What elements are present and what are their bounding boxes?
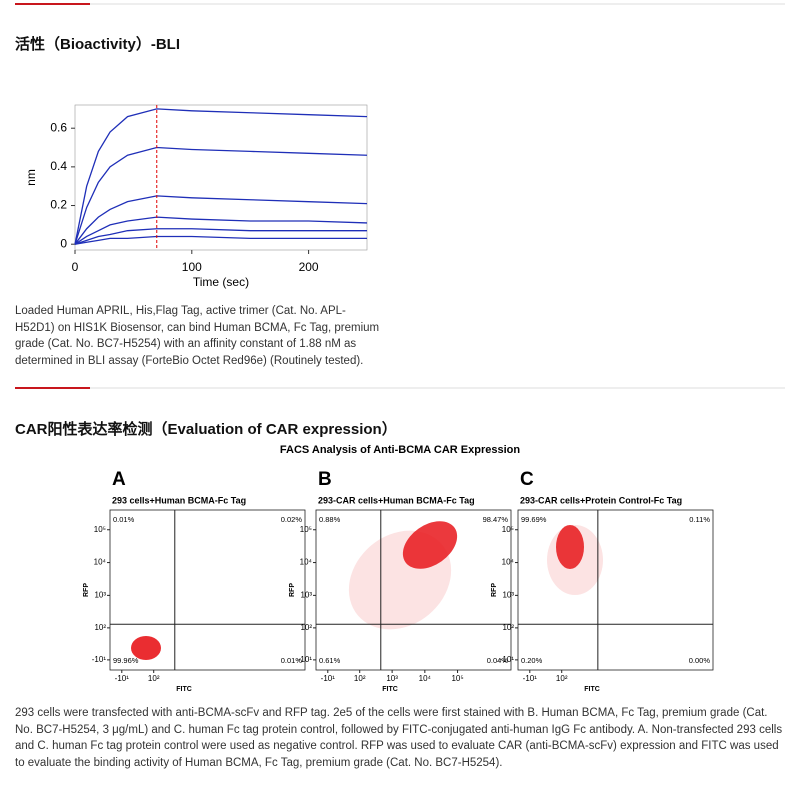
quadrant-percent: 0.11% [689,515,710,524]
plot-frame [315,509,512,671]
y-tick-label: 10⁴ [502,558,515,567]
quadrant-percent: 98.47% [483,515,509,524]
plot-frame [109,509,306,671]
y-tick-label: -10¹ [92,655,107,664]
cell-cloud [547,525,603,595]
quadrant-percent: 0.88% [319,515,341,524]
x-tick-label: 0 [72,260,79,274]
sensorgram-line [74,108,368,245]
y-tick-label: 0 [60,236,67,250]
sensorgram-line [74,146,368,245]
x-tick-label: 10⁵ [451,674,463,683]
x-axis-label: Time (sec) [193,275,249,289]
panel-title: 293 cells+Human BCMA-Fc Tag [112,495,246,505]
y-tick-label: 10² [94,623,106,632]
cell-cloud [402,521,458,569]
x-tick-label: -10¹ [523,674,538,683]
y-tick-label: 10² [300,623,312,632]
sensorgram-line [74,235,367,245]
x-tick-label: -10¹ [321,674,336,683]
y-tick-label: 10⁵ [502,525,514,534]
panel-title: 293-CAR cells+Protein Control-Fc Tag [520,495,682,505]
cell-cloud [131,636,161,660]
x-tick-label: 10² [354,674,366,683]
y-tick-label: 10⁴ [300,558,313,567]
plot-frame [517,509,714,671]
y-tick-label: 10³ [502,590,514,599]
x-tick-label: 10⁴ [419,674,432,683]
figure-title: FACS Analysis of Anti-BCMA CAR Expressio… [280,444,520,456]
x-tick-label: 10³ [386,674,398,683]
x-tick-label: -10¹ [115,674,130,683]
caption: 293 cells were transfected with anti-BCM… [15,707,783,769]
y-tick-label: 10³ [94,590,106,599]
caption: Loaded Human APRIL, His,Flag Tag, active… [15,305,380,367]
y-tick-label: 0.6 [50,120,67,134]
quadrant-percent: 0.01% [113,515,135,524]
panel-title: 293-CAR cells+Human BCMA-Fc Tag [318,495,475,505]
panel-letter: A [112,469,126,490]
quadrant-percent: 99.69% [521,515,547,524]
x-tick-label: 100 [182,260,202,274]
panel-letter: C [520,469,534,490]
y-tick-label: 10² [502,623,514,632]
x-tick-label: 10² [556,674,568,683]
y-axis-label: RFP [83,583,90,597]
x-axis-label: FITC [584,686,600,693]
quadrant-percent: 0.04% [487,656,509,665]
x-axis-label: FITC [176,686,192,693]
quadrant-percent: 0.01% [281,656,303,665]
y-tick-label: -10¹ [298,655,313,664]
y-axis-label: nm [24,169,38,186]
y-axis-label: RFP [491,583,498,597]
sensorgram-line [74,216,368,245]
cell-clouds [131,521,603,660]
sensorgram-line [74,228,367,245]
quadrant-percent: 0.02% [281,515,303,524]
cell-cloud [556,525,584,569]
y-axis-label: RFP [289,583,296,597]
y-tick-label: 0.2 [50,198,67,212]
quadrant-percent: 0.20% [521,656,543,665]
y-tick-label: -10¹ [500,655,515,664]
y-tick-label: 10⁴ [94,558,107,567]
x-tick-label: 10² [148,674,160,683]
y-tick-label: 10³ [300,590,312,599]
quadrant-percent: 0.00% [689,656,711,665]
quadrant-percent: 0.61% [319,656,341,665]
section-title: 活性（Bioactivity）-BLI [15,36,181,53]
x-axis-label: FITC [382,686,398,693]
plot-frame [74,104,368,251]
sensorgram-line [74,195,368,245]
y-tick-label: 0.4 [50,159,67,173]
panel-letter: B [318,469,332,490]
y-tick-label: 10⁵ [94,525,106,534]
y-tick-label: 10⁵ [300,525,312,534]
quadrant-percent: 99.96% [113,656,139,665]
section-title: CAR阳性表达率检测（Evaluation of CAR expression） [15,421,397,438]
x-tick-label: 200 [299,260,319,274]
